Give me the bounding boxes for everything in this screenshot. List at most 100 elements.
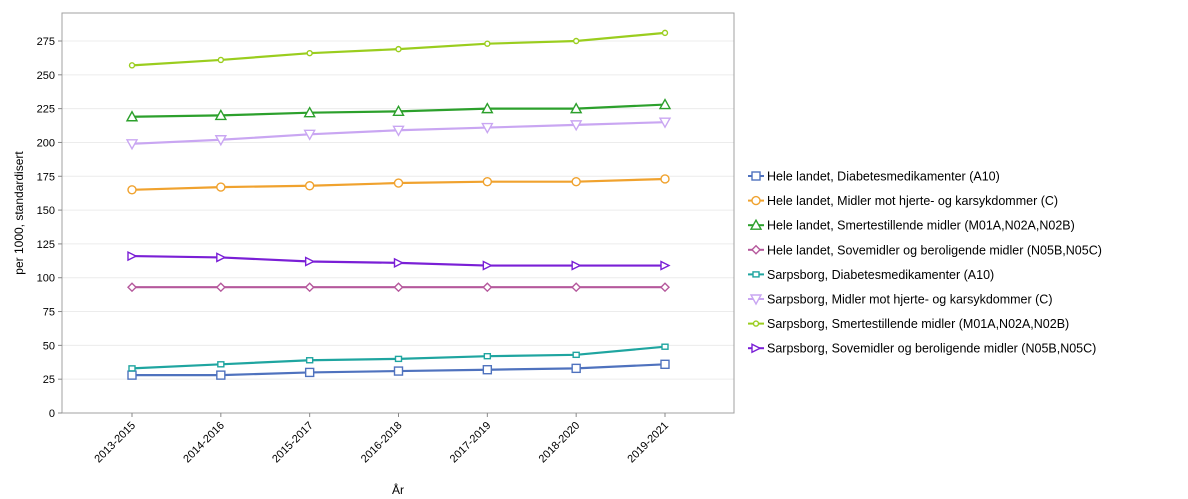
data-point bbox=[660, 260, 671, 271]
data-point bbox=[304, 256, 316, 267]
series-1 bbox=[127, 359, 670, 380]
data-point bbox=[572, 351, 580, 359]
x-tick-label: 2019-2021 bbox=[625, 420, 671, 466]
y-tick-label: 50 bbox=[43, 340, 55, 352]
series-7 bbox=[128, 29, 669, 69]
series-4 bbox=[127, 282, 670, 293]
data-point bbox=[392, 104, 405, 117]
data-point bbox=[658, 117, 672, 129]
data-point bbox=[483, 352, 492, 360]
data-point bbox=[571, 363, 581, 374]
y-tick-label: 125 bbox=[37, 239, 55, 251]
data-point bbox=[215, 282, 226, 293]
data-point bbox=[217, 56, 225, 64]
y-tick-label: 0 bbox=[49, 408, 55, 420]
data-point bbox=[304, 181, 315, 191]
legend-swatch-marker bbox=[752, 271, 760, 278]
legend-item: Sarpsborg, Midler mot hjerte- og karsykd… bbox=[748, 293, 1053, 307]
data-point bbox=[304, 282, 315, 293]
data-point bbox=[395, 45, 402, 53]
x-tick-label: 2014-2016 bbox=[181, 420, 227, 466]
legend-label: Hele landet, Sovemidler og beroligende m… bbox=[767, 243, 1102, 257]
series-5 bbox=[128, 343, 669, 372]
legend-label: Sarpsborg, Diabetesmedikamenter (A10) bbox=[767, 268, 994, 282]
x-axis-label: År bbox=[392, 482, 404, 497]
data-point bbox=[661, 29, 669, 37]
data-point bbox=[214, 108, 228, 121]
data-point bbox=[304, 367, 315, 378]
data-point bbox=[571, 176, 581, 187]
legend-item: Sarpsborg, Sovemidler og beroligende mid… bbox=[748, 342, 1096, 356]
data-point bbox=[394, 355, 403, 363]
x-tick-label: 2015-2017 bbox=[270, 420, 316, 466]
y-tick-label: 275 bbox=[37, 36, 55, 48]
data-point bbox=[393, 282, 404, 293]
legend-item: Hele landet, Sovemidler og beroligende m… bbox=[748, 243, 1102, 257]
legend-swatch-marker bbox=[749, 294, 763, 306]
data-point bbox=[127, 185, 137, 195]
series-3 bbox=[125, 98, 672, 122]
y-tick-label: 225 bbox=[37, 104, 55, 116]
data-point bbox=[393, 178, 404, 188]
legend-item: Hele landet, Diabetesmedikamenter (A10) bbox=[748, 170, 1000, 184]
y-axis-label: per 1000, standardisert bbox=[12, 151, 26, 275]
data-point bbox=[127, 282, 137, 293]
y-axis: 0 25 50 75 100 125 150 175 200 225 250 275 bbox=[37, 36, 62, 420]
data-point bbox=[572, 37, 580, 45]
y-tick-label: 100 bbox=[37, 273, 55, 285]
data-point bbox=[306, 49, 313, 57]
y-tick-label: 250 bbox=[37, 70, 55, 82]
y-tick-label: 150 bbox=[37, 205, 55, 217]
data-point bbox=[127, 370, 137, 380]
legend-swatch-marker bbox=[751, 244, 761, 255]
legend-label: Hele landet, Midler mot hjerte- og karsy… bbox=[767, 194, 1058, 208]
x-tick-label: 2016-2018 bbox=[359, 420, 405, 466]
data-point bbox=[125, 139, 139, 151]
legend-swatch-marker bbox=[751, 343, 762, 354]
legend-swatch-marker bbox=[751, 195, 761, 206]
legend-item: Hele landet, Smertestillende midler (M01… bbox=[748, 219, 1075, 233]
data-point bbox=[569, 120, 583, 132]
y-tick-label: 175 bbox=[37, 171, 55, 183]
data-point bbox=[660, 282, 670, 293]
legend-swatch-marker bbox=[752, 320, 760, 327]
legend-label: Sarpsborg, Midler mot hjerte- og karsykd… bbox=[767, 293, 1053, 307]
data-point bbox=[481, 102, 494, 114]
data-point bbox=[481, 122, 494, 135]
data-point bbox=[482, 365, 493, 375]
series-2 bbox=[127, 174, 670, 195]
data-point bbox=[482, 282, 493, 293]
series-6 bbox=[125, 117, 672, 151]
data-point bbox=[214, 135, 228, 147]
x-tick-label: 2017-2019 bbox=[448, 420, 494, 466]
data-point bbox=[217, 361, 225, 368]
x-tick-label: 2013-2015 bbox=[92, 420, 138, 466]
data-point bbox=[571, 260, 582, 271]
legend-label: Sarpsborg, Smertestillende midler (M01A,… bbox=[767, 317, 1069, 331]
legend-label: Sarpsborg, Sovemidler og beroligende mid… bbox=[767, 342, 1096, 356]
legend-item: Sarpsborg, Smertestillende midler (M01A,… bbox=[748, 317, 1069, 331]
data-point bbox=[569, 102, 583, 114]
data-point bbox=[303, 129, 316, 141]
legend-item: Sarpsborg, Diabetesmedikamenter (A10) bbox=[748, 268, 994, 282]
legend: Hele landet, Diabetesmedikamenter (A10) H… bbox=[748, 170, 1102, 356]
data-point bbox=[658, 98, 672, 110]
data-point bbox=[482, 260, 493, 271]
y-tick-label: 75 bbox=[43, 307, 55, 319]
data-point bbox=[128, 62, 136, 69]
data-point bbox=[216, 370, 226, 380]
data-point bbox=[392, 125, 405, 137]
data-point bbox=[216, 252, 227, 263]
data-point bbox=[571, 282, 582, 293]
legend-label: Hele landet, Diabetesmedikamenter (A10) bbox=[767, 170, 1000, 184]
y-tick-label: 200 bbox=[37, 137, 55, 149]
data-point bbox=[303, 106, 316, 118]
data-point bbox=[128, 365, 136, 372]
legend-swatch-marker bbox=[751, 171, 761, 181]
legend-label: Hele landet, Smertestillende midler (M01… bbox=[767, 219, 1075, 233]
legend-swatch-marker bbox=[749, 218, 763, 230]
data-point bbox=[484, 40, 491, 47]
data-point bbox=[305, 357, 314, 364]
legend-item: Hele landet, Midler mot hjerte- og karsy… bbox=[748, 194, 1058, 208]
